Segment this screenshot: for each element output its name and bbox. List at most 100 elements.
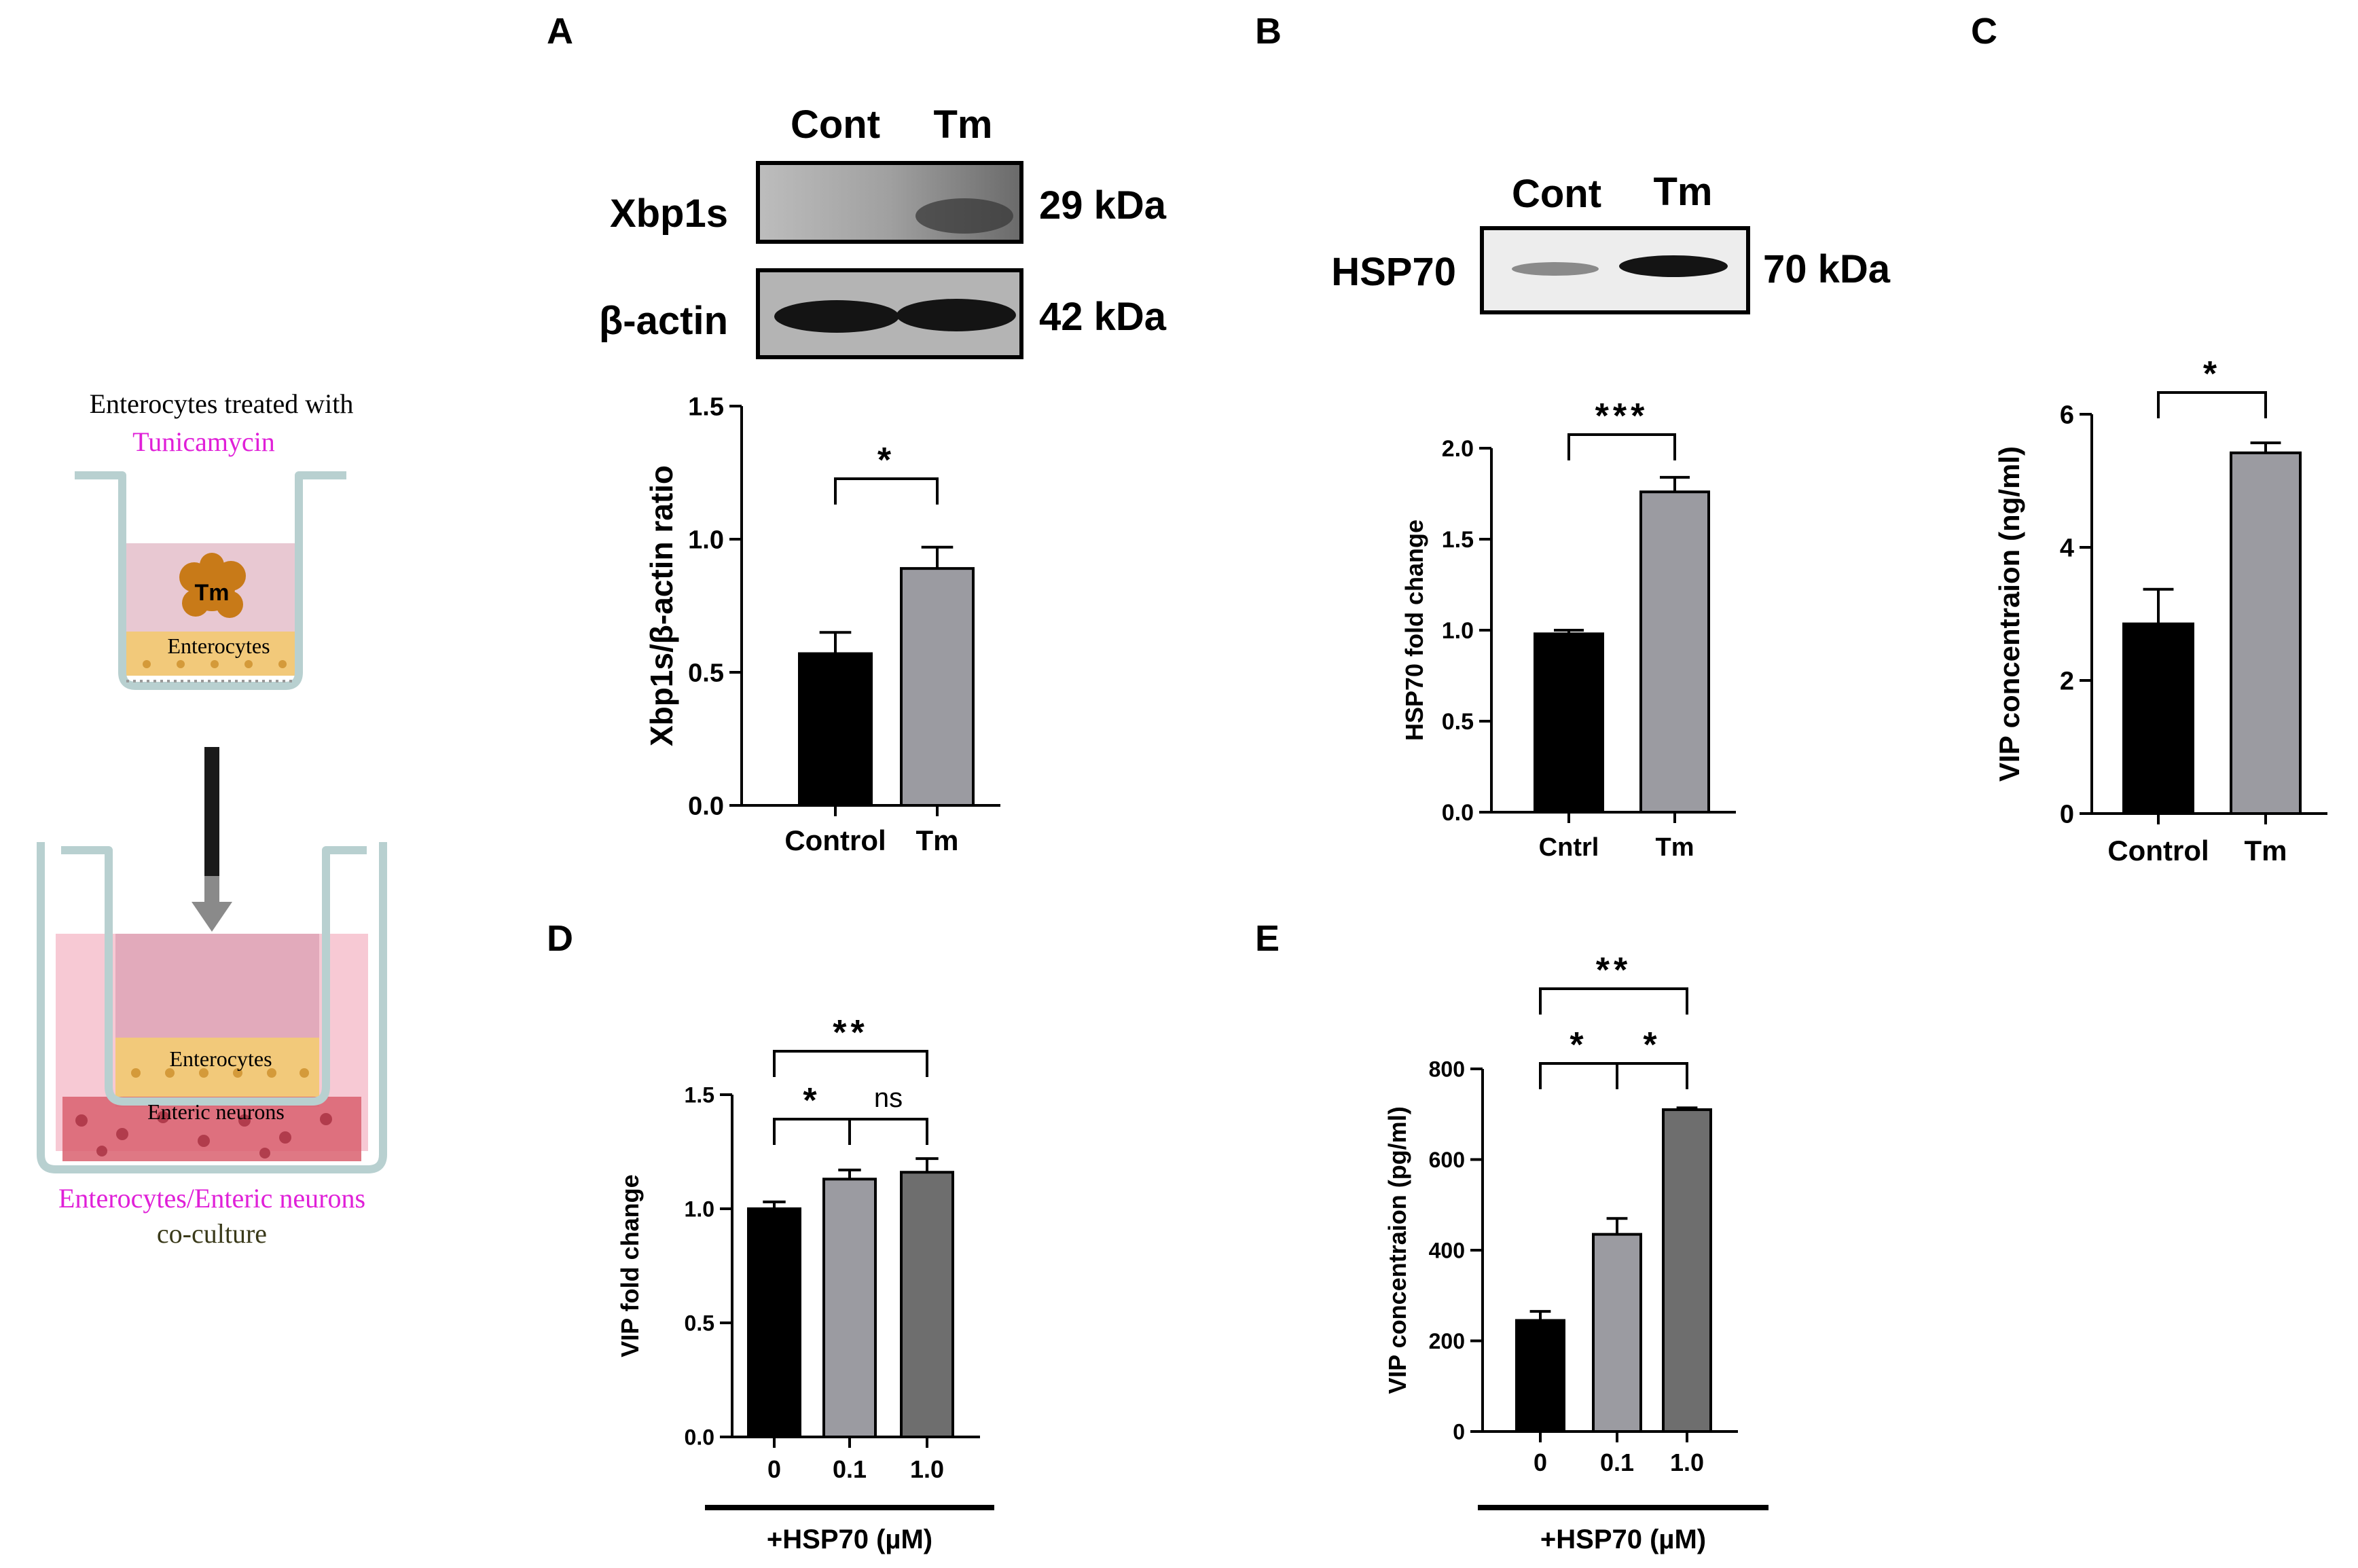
- chart-e-bar-2: [1662, 1108, 1712, 1433]
- chart-b: Cntrl Tm 0.0 0.5 1.0 1.5 2.0 HSP70 fold change *…: [1400, 397, 1736, 862]
- schematic-drug-label: Tunicamycin: [132, 426, 275, 457]
- chart-c-bar-1: [2230, 451, 2302, 815]
- chart-e-sig-label-0: *: [1570, 1025, 1587, 1065]
- chart-e-xtick-0: 0: [1534, 1448, 1547, 1476]
- chart-d-xtick-2: 1.0: [910, 1455, 944, 1483]
- tm-blob-icon: [179, 553, 246, 618]
- panel-letter-e: E: [1255, 918, 1280, 959]
- chart-d-bar-0: [747, 1207, 801, 1438]
- chart-b-ylabel: HSP70 fold change: [1400, 519, 1428, 741]
- chart-e-ytick-1: 200: [1429, 1329, 1465, 1353]
- chart-a: Control Tm 0.0 0.5 1.0 1.5 Xbp1s/β-actin ratio…: [644, 393, 1000, 856]
- chart-c-bar-0: [2122, 622, 2194, 815]
- schematic-tm-label: Tm: [195, 580, 230, 606]
- chart-c-sig-bracket-0: [2157, 391, 2267, 418]
- chart-a-xtick-0: Control: [784, 824, 886, 856]
- panel-letters: A B C D E: [547, 11, 1997, 959]
- blot-a-row-xbp1s: Xbp1s: [610, 192, 728, 236]
- chart-a-ytick-1: 0.5: [688, 659, 724, 688]
- schematic-enterocytes-label: Enterocytes: [167, 634, 270, 658]
- chart-a-xtick-1: Tm: [916, 824, 959, 856]
- chart-b-ytick-4: 2.0: [1442, 436, 1474, 462]
- chart-d-sig-label-1: ns: [874, 1083, 903, 1113]
- chart-c-ytick-0: 0: [2060, 801, 2074, 829]
- chart-d-ytick-1: 0.5: [685, 1311, 714, 1336]
- blot-a-size-29: 29 kDa: [1039, 183, 1167, 227]
- chart-e-ytick-2: 400: [1429, 1239, 1465, 1263]
- chart-d-sig-bracket-1: [848, 1118, 928, 1145]
- chart-d-bar-1: [822, 1178, 877, 1438]
- blot-b-col-tm: Tm: [1654, 170, 1713, 214]
- chart-d-sig-label-0: *: [803, 1081, 820, 1120]
- chart-d-ytick-0: 0.0: [685, 1425, 714, 1450]
- panel-letter-d: D: [547, 918, 573, 959]
- chart-d-ylabel: VIP fold change: [616, 1174, 644, 1357]
- chart-e-ylabel: VIP concentraion (pg/ml): [1383, 1106, 1411, 1393]
- chart-e-xlabel: +HSP70 (µM): [1540, 1525, 1706, 1554]
- chart-e: 0 0.1 1.0 0 200 400 600 800 VIP concentraion (pg…: [1383, 951, 1768, 1554]
- chart-b-bar-1: [1639, 490, 1710, 814]
- chart-d-xtick-1: 0.1: [833, 1455, 867, 1483]
- chart-e-ytick-0: 0: [1453, 1420, 1465, 1444]
- chart-c-ytick-2: 4: [2060, 534, 2074, 563]
- blot-b-size-70: 70 kDa: [1763, 247, 1891, 291]
- blot-b: Cont Tm HSP70 70 kDa: [1331, 170, 1891, 314]
- blot-a-actin-band-tm: [896, 299, 1016, 331]
- blot-b-hsp70-band-tm: [1619, 255, 1728, 277]
- chart-d: 0 0.1 1.0 0.0 0.5 1.0 1.5 VIP fold change * ns** +…: [616, 1013, 994, 1554]
- chart-d-sig-label-2: **: [833, 1013, 868, 1053]
- chart-b-bar-0: [1534, 632, 1604, 814]
- chart-b-xtick-0: Cntrl: [1539, 833, 1599, 862]
- panel-letter-a: A: [547, 11, 573, 52]
- chart-d-sig-bracket-0: [773, 1118, 851, 1145]
- blot-a-col-tm: Tm: [934, 103, 993, 147]
- chart-e-xtick-2: 1.0: [1670, 1448, 1704, 1476]
- chart-a-sig-label-0: *: [877, 441, 895, 480]
- chart-d-bar-2: [900, 1171, 954, 1438]
- chart-c: Control Tm 0 2 4 6 VIP concentraion (ng/ml) *: [1993, 354, 2327, 867]
- chart-c-ytick-1: 2: [2060, 668, 2074, 696]
- transwell-insert-icon: Tm Enterocytes: [75, 471, 346, 690]
- chart-b-ytick-2: 1.0: [1442, 618, 1474, 644]
- blot-a-row-actin: β-actin: [599, 299, 728, 343]
- schematic-bottom-sub: co-culture: [157, 1218, 267, 1249]
- schematic-top-title: Enterocytes treated with: [90, 388, 354, 419]
- chart-c-xtick-1: Tm: [2245, 835, 2287, 867]
- blot-a-actin-band-cont: [774, 300, 899, 333]
- chart-d-xlabel: +HSP70 (µM): [767, 1525, 932, 1554]
- chart-c-sig-label-0: *: [2203, 354, 2221, 394]
- chart-e-sig-bracket-2: [1539, 987, 1688, 1015]
- blot-b-row-hsp70: HSP70: [1331, 250, 1456, 294]
- chart-b-ytick-0: 0.0: [1442, 800, 1474, 826]
- chart-e-ytick-4: 800: [1429, 1057, 1465, 1082]
- chart-a-ytick-3: 1.5: [688, 393, 724, 422]
- schematic-bottom-title: Enterocytes/Enteric neurons: [58, 1183, 365, 1214]
- schematic-enterocytes-label-2: Enterocytes: [169, 1046, 272, 1071]
- chart-d-sig-bracket-2: [773, 1050, 928, 1077]
- blot-a: Cont Tm Xbp1s 29 kDa β-actin 42 kDa: [599, 103, 1167, 359]
- blot-a-col-cont: Cont: [791, 103, 880, 147]
- chart-e-ytick-3: 600: [1429, 1148, 1465, 1172]
- chart-e-sig-label-2: **: [1596, 951, 1631, 990]
- chart-b-ytick-1: 0.5: [1442, 709, 1474, 735]
- chart-d-ytick-3: 1.5: [685, 1083, 714, 1108]
- schematic-neurons-label: Enteric neurons: [147, 1099, 285, 1124]
- chart-d-xtick-0: 0: [767, 1455, 781, 1483]
- chart-a-bar-0: [798, 652, 873, 807]
- chart-c-ylabel: VIP concentraion (ng/ml): [1993, 446, 2025, 782]
- chart-a-sig-bracket-0: [834, 477, 939, 505]
- chart-c-xtick-0: Control: [2107, 835, 2209, 867]
- chart-b-sig-label-0: ***: [1595, 397, 1649, 436]
- chart-e-xtick-1: 0.1: [1600, 1448, 1634, 1476]
- blot-b-col-cont: Cont: [1512, 172, 1601, 216]
- blot-b-hsp70-band-cont: [1512, 262, 1599, 276]
- chart-b-xtick-1: Tm: [1656, 833, 1694, 862]
- chart-a-bar-1: [900, 567, 975, 807]
- chart-a-ytick-0: 0.0: [688, 792, 724, 821]
- chart-e-sig-bracket-1: [1616, 1062, 1688, 1089]
- chart-d-ytick-2: 1.0: [685, 1197, 714, 1222]
- chart-b-sig-bracket-0: [1567, 433, 1676, 460]
- chart-e-bar-1: [1592, 1233, 1642, 1433]
- arrow-down-icon: [192, 747, 232, 932]
